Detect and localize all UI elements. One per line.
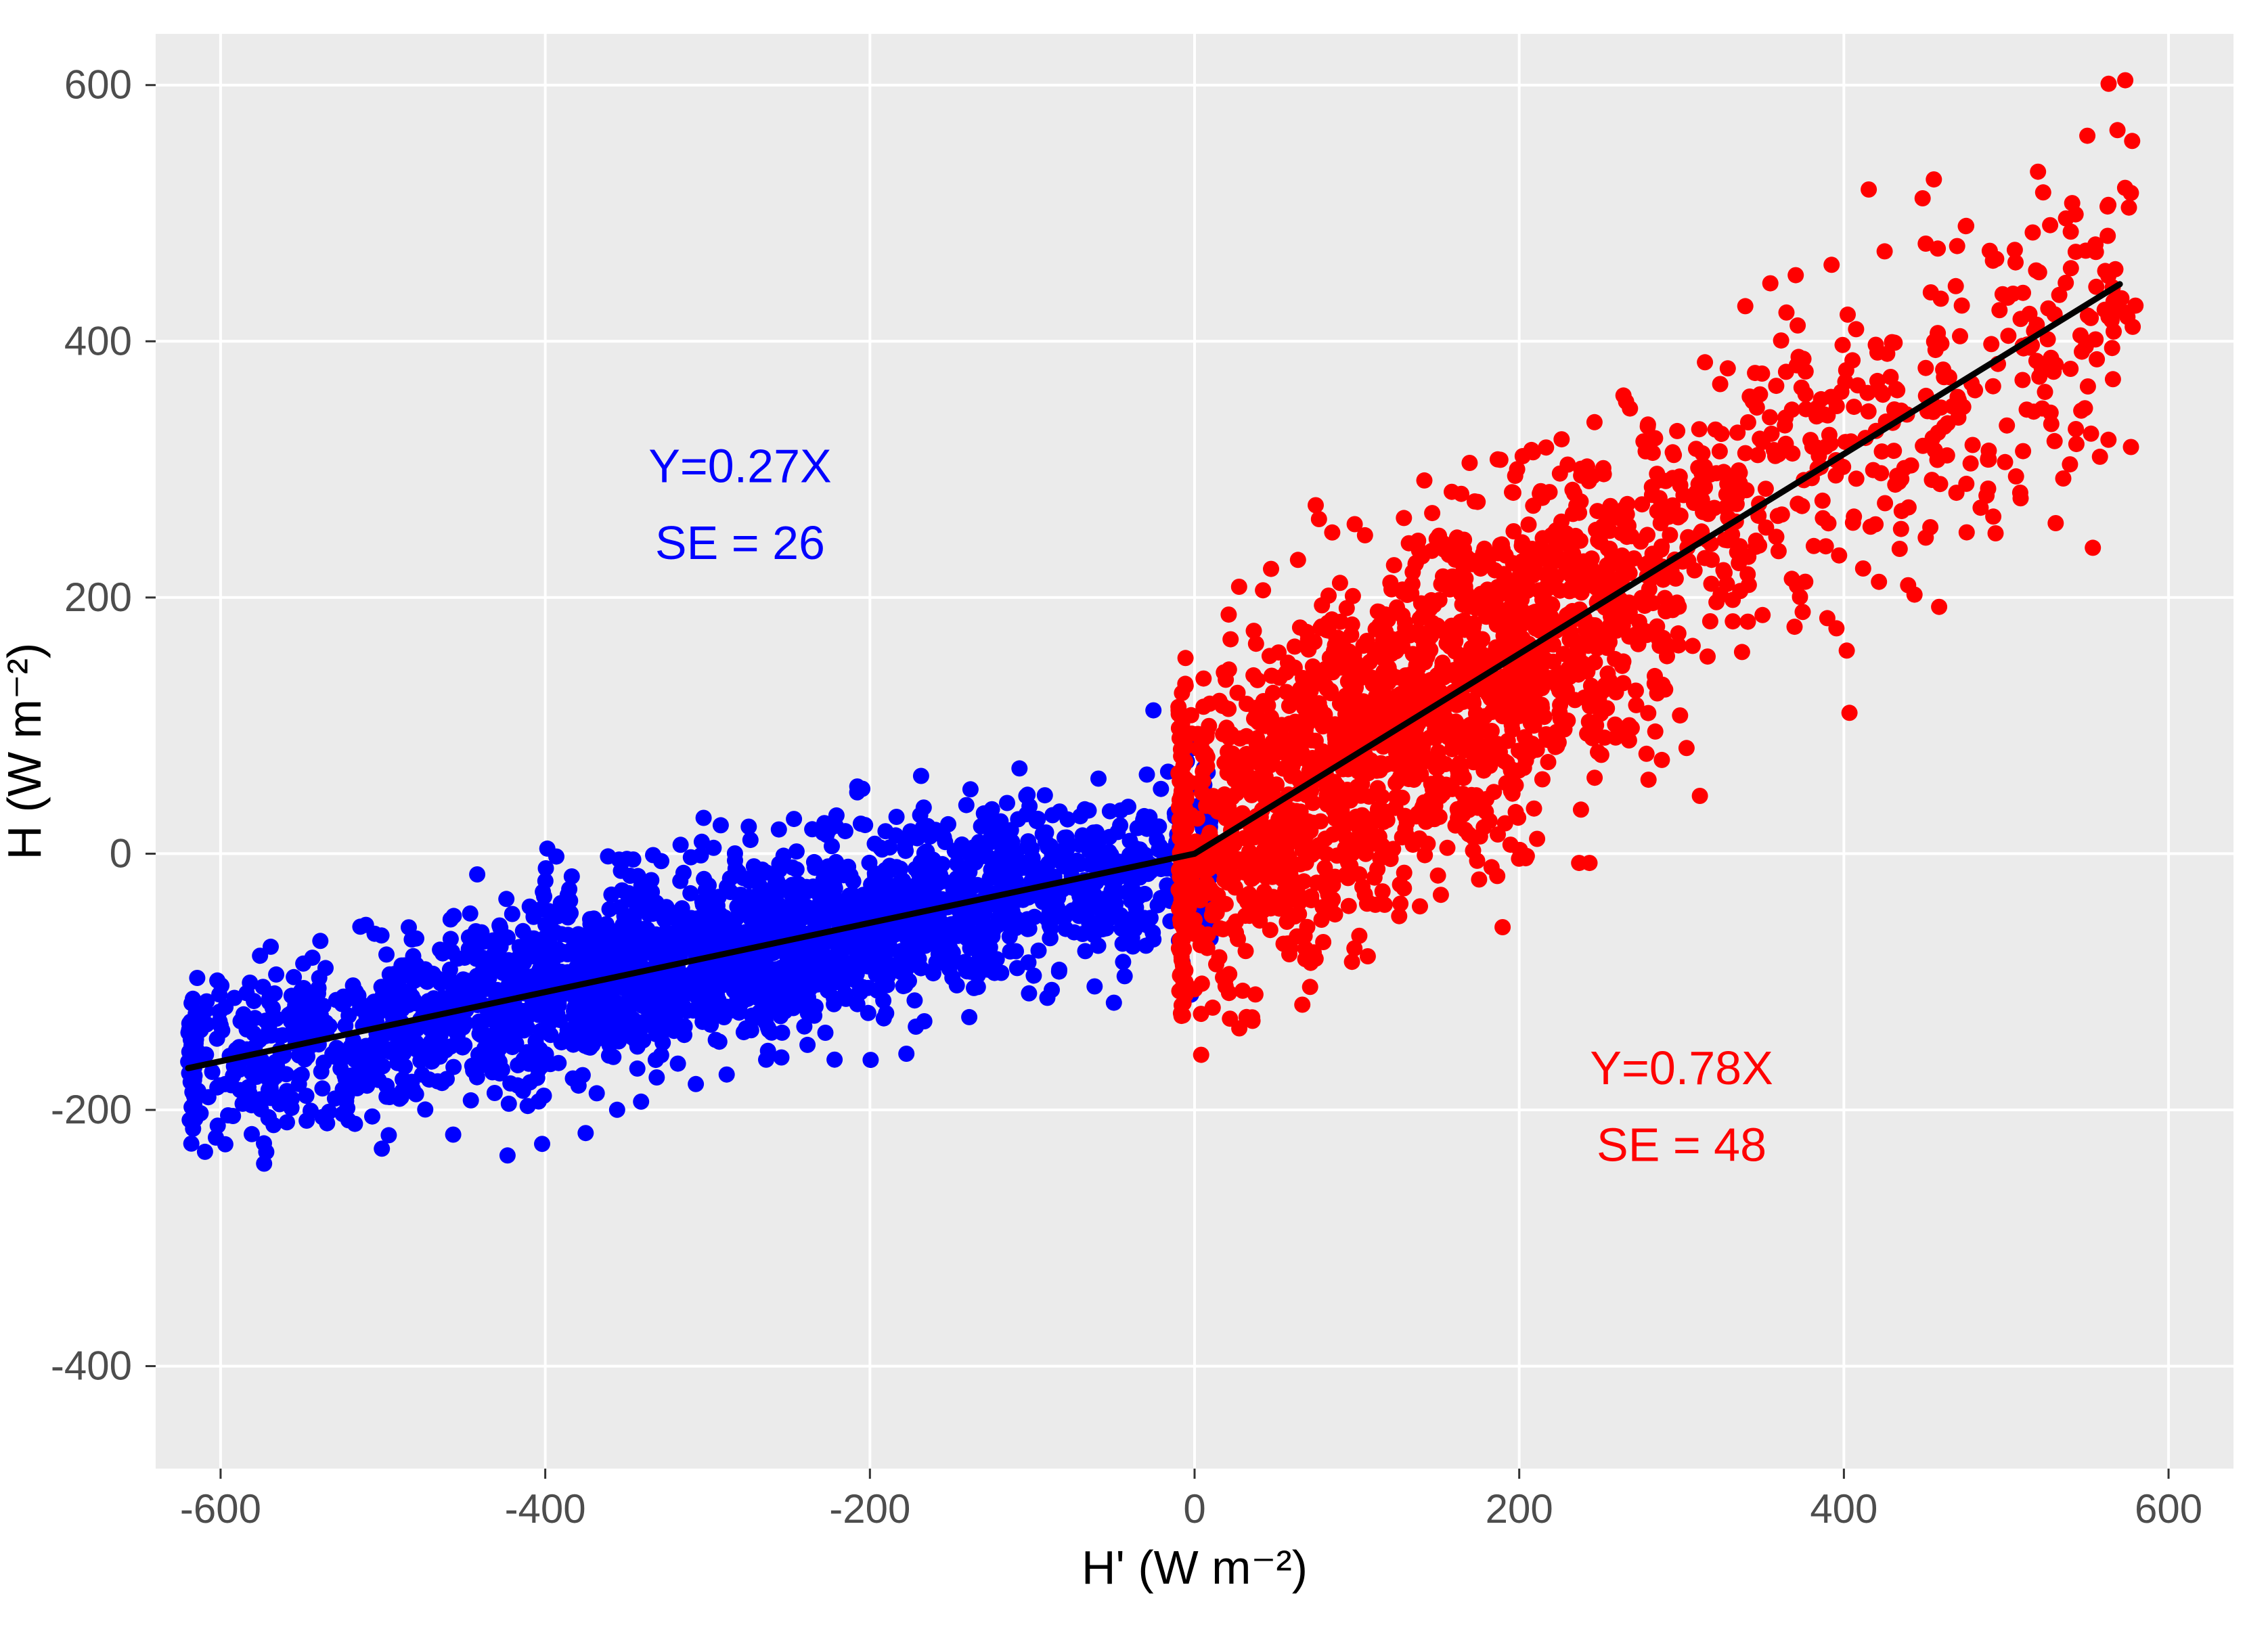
x-axis-title: H' (W m⁻²): [1082, 1541, 1308, 1594]
x-tick-label: -200: [829, 1486, 910, 1532]
annotation-blue-se: SE = 26: [655, 516, 825, 569]
y-tick-label: 400: [64, 318, 132, 363]
annotation-red-se: SE = 48: [1597, 1119, 1766, 1171]
x-tick-label: 400: [1810, 1486, 1877, 1532]
x-tick-label: 200: [1486, 1486, 1553, 1532]
x-tick-label: 600: [2135, 1486, 2202, 1532]
y-axis-title: H (W m⁻²): [0, 643, 51, 860]
y-tick-label: -200: [51, 1087, 132, 1132]
y-tick-label: -400: [51, 1343, 132, 1389]
annotation-blue-eq: Y=0.27X: [648, 440, 832, 493]
scatter-chart: -600 -400 -200 0 200 400 600 -400 -200 0 200 400 600…: [0, 0, 2268, 1629]
chart-svg: -600 -400 -200 0 200 400 600 -400 -200 0 200 400 600…: [0, 0, 2268, 1629]
y-tick-label: 0: [110, 830, 132, 876]
y-tick-label: 600: [64, 62, 132, 108]
x-tick-label: 0: [1183, 1486, 1205, 1532]
x-tick-label: -400: [505, 1486, 586, 1532]
x-tick-label: -600: [180, 1486, 261, 1532]
y-tick-label: 200: [64, 575, 132, 620]
annotation-red-eq: Y=0.78X: [1590, 1042, 1773, 1094]
